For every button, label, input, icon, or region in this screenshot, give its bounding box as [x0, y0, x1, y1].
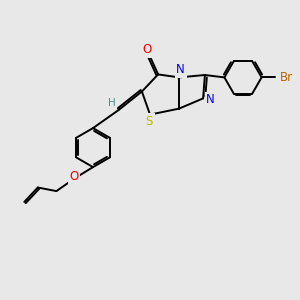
Text: H: H [108, 98, 116, 109]
Text: O: O [70, 170, 79, 184]
Text: O: O [142, 43, 151, 56]
Text: N: N [176, 63, 185, 76]
Text: N: N [206, 93, 215, 106]
Text: Br: Br [280, 71, 293, 84]
Text: S: S [146, 115, 153, 128]
